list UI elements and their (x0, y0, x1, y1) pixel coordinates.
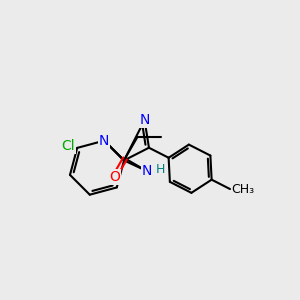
Text: CH₃: CH₃ (232, 182, 255, 196)
Text: N: N (142, 164, 152, 178)
Text: N: N (140, 113, 150, 127)
Text: Cl: Cl (61, 140, 75, 153)
Text: H: H (156, 163, 166, 176)
Text: N: N (99, 134, 110, 148)
Text: O: O (109, 170, 120, 184)
